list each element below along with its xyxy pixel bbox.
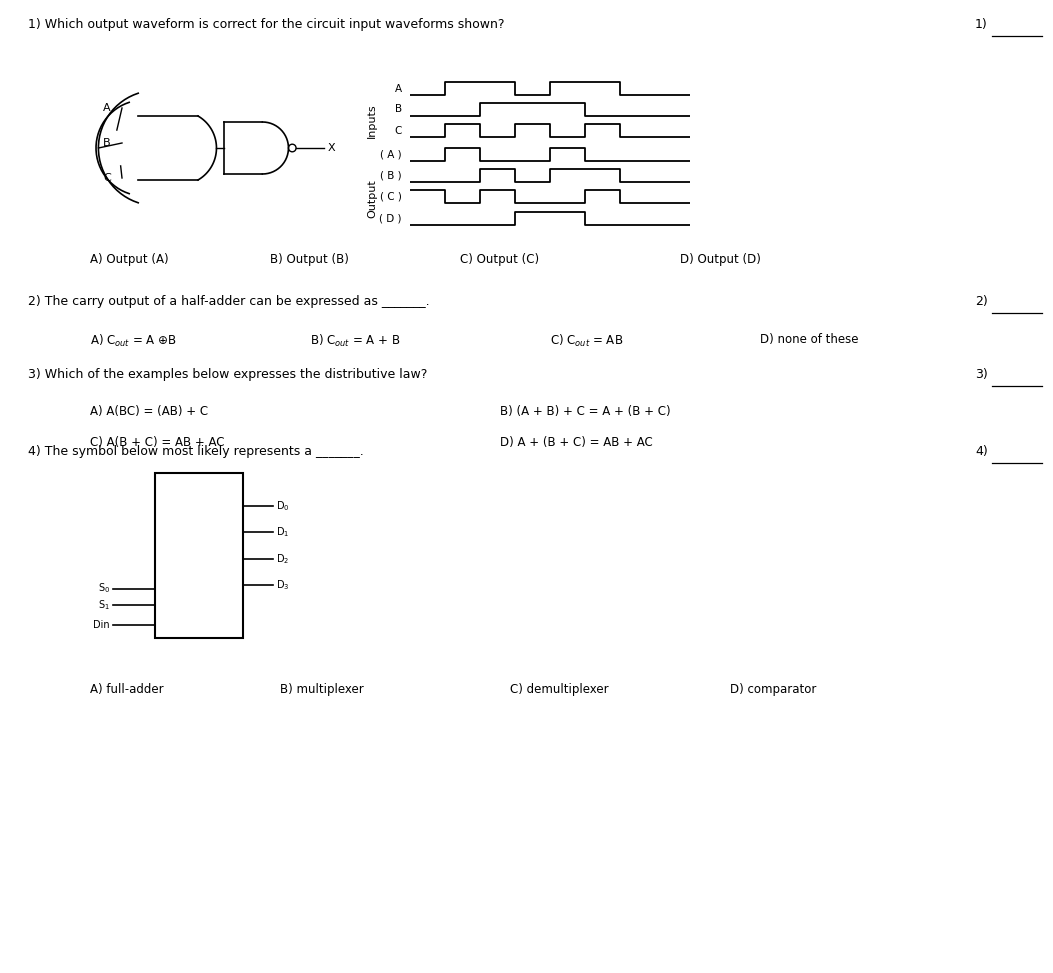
Text: 4): 4) bbox=[975, 445, 988, 458]
Text: D) comparator: D) comparator bbox=[730, 683, 816, 696]
Text: C: C bbox=[395, 126, 402, 135]
Text: B: B bbox=[395, 104, 402, 115]
Text: A) full-adder: A) full-adder bbox=[90, 683, 163, 696]
Text: D$_0$: D$_0$ bbox=[276, 499, 290, 513]
Text: Output: Output bbox=[367, 180, 377, 218]
Text: 3) Which of the examples below expresses the distributive law?: 3) Which of the examples below expresses… bbox=[28, 368, 428, 381]
Text: 4) The symbol below most likely represents a _______.: 4) The symbol below most likely represen… bbox=[28, 445, 363, 458]
Text: S$_1$: S$_1$ bbox=[98, 598, 110, 612]
Text: B) (A + B) + C = A + (B + C): B) (A + B) + C = A + (B + C) bbox=[500, 405, 671, 418]
Text: 1) Which output waveform is correct for the circuit input waveforms shown?: 1) Which output waveform is correct for … bbox=[28, 18, 504, 31]
Text: A) C$_{out}$ = A ⊕B: A) C$_{out}$ = A ⊕B bbox=[90, 333, 177, 349]
Text: ( B ): ( B ) bbox=[380, 170, 402, 181]
Text: A: A bbox=[103, 103, 111, 113]
Text: B) C$_{out}$ = A + B: B) C$_{out}$ = A + B bbox=[310, 333, 400, 349]
Text: ( C ): ( C ) bbox=[380, 192, 402, 201]
Text: A) Output (A): A) Output (A) bbox=[90, 253, 168, 266]
Text: S$_0$: S$_0$ bbox=[98, 582, 110, 595]
Text: 1): 1) bbox=[975, 18, 988, 31]
Text: B: B bbox=[103, 138, 111, 148]
Text: Inputs: Inputs bbox=[367, 104, 377, 138]
Text: C) C$_{out}$ = AB: C) C$_{out}$ = AB bbox=[550, 333, 623, 349]
Text: Din: Din bbox=[94, 620, 110, 630]
Text: X: X bbox=[329, 143, 336, 153]
Text: 2): 2) bbox=[975, 295, 988, 308]
Text: C: C bbox=[103, 173, 111, 183]
Text: C) demultiplexer: C) demultiplexer bbox=[510, 683, 609, 696]
Text: A) A(BC) = (AB) + C: A) A(BC) = (AB) + C bbox=[90, 405, 208, 418]
Text: B) Output (B): B) Output (B) bbox=[270, 253, 349, 266]
Text: D$_2$: D$_2$ bbox=[276, 552, 290, 565]
Text: D) A + (B + C) = AB + AC: D) A + (B + C) = AB + AC bbox=[500, 436, 653, 449]
Text: A: A bbox=[395, 84, 402, 93]
Bar bbox=[155, 473, 243, 638]
Text: 2) The carry output of a half-adder can be expressed as _______.: 2) The carry output of a half-adder can … bbox=[28, 295, 430, 308]
Text: C) A(B + C) = AB + AC: C) A(B + C) = AB + AC bbox=[90, 436, 224, 449]
Text: B) multiplexer: B) multiplexer bbox=[280, 683, 363, 696]
Text: D$_1$: D$_1$ bbox=[276, 525, 290, 539]
Text: ( A ): ( A ) bbox=[380, 150, 402, 160]
Text: D$_3$: D$_3$ bbox=[276, 578, 290, 593]
Text: C) Output (C): C) Output (C) bbox=[460, 253, 539, 266]
Text: D) Output (D): D) Output (D) bbox=[680, 253, 761, 266]
Text: ( D ): ( D ) bbox=[379, 213, 402, 224]
Text: D) none of these: D) none of these bbox=[760, 333, 858, 346]
Text: 3): 3) bbox=[975, 368, 988, 381]
